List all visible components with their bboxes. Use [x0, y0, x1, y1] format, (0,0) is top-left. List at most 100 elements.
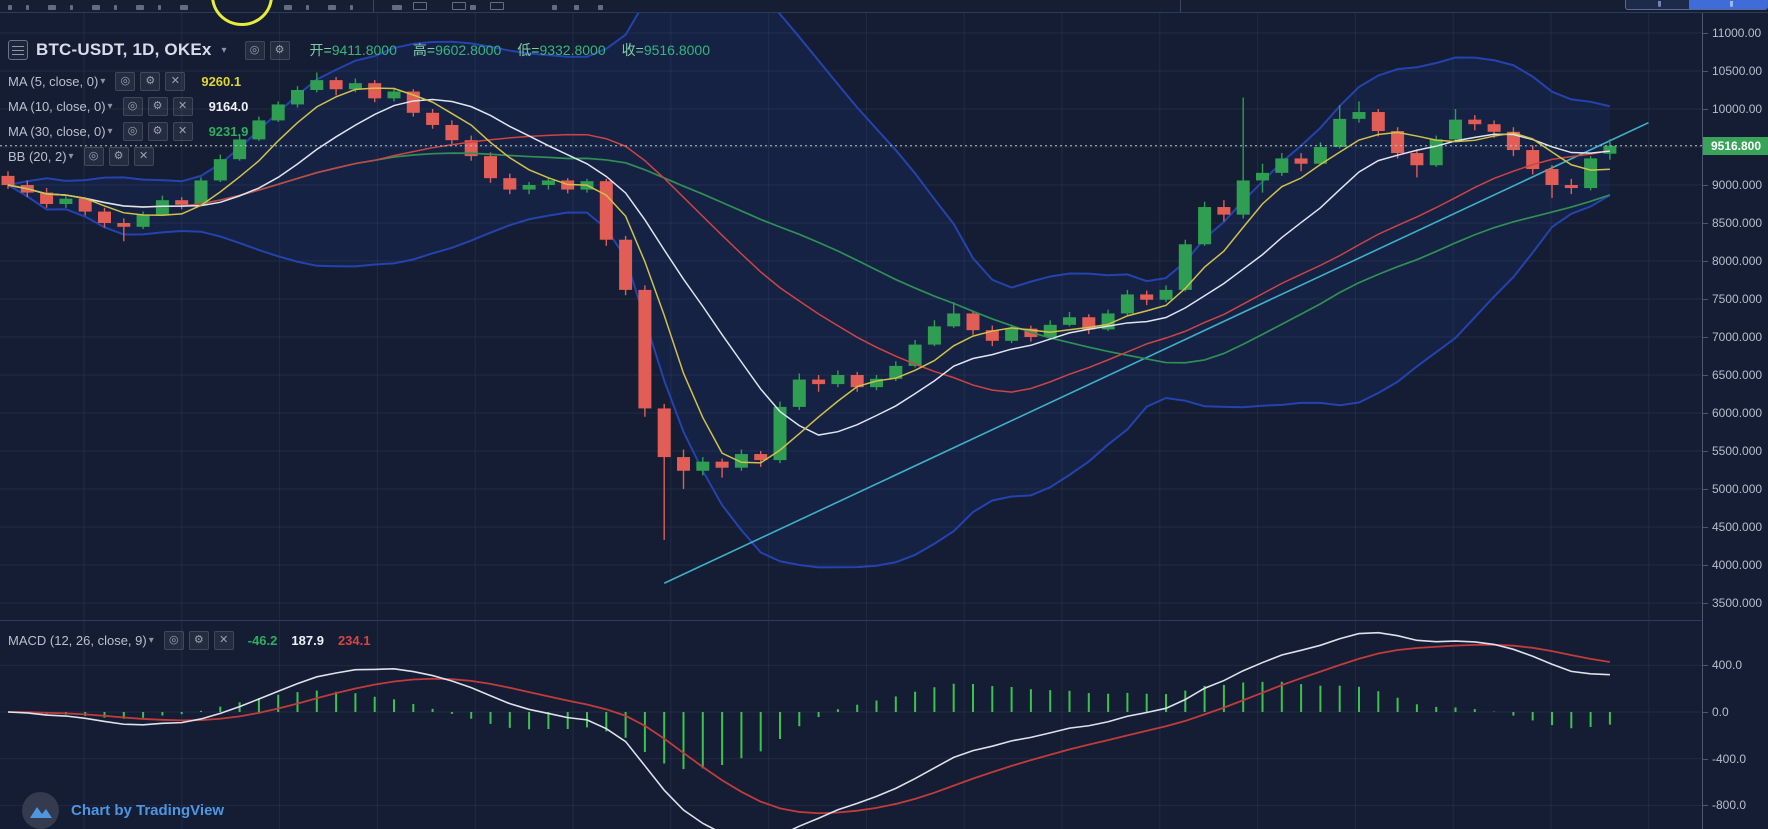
indicator-name[interactable]: BB (20, 2) [8, 149, 67, 164]
eye-icon[interactable]: ◎ [122, 97, 143, 116]
indicator-row-ma5: MA (5, close, 0) ▾ ◎ ⚙ ✕ 9260.1 [8, 72, 241, 91]
chart-menu-icon[interactable] [8, 40, 28, 60]
indicator-name[interactable]: MA (10, close, 0) [8, 99, 106, 114]
indicator-value: 9260.1 [201, 74, 242, 89]
price-axis-label: 9000.000 [1702, 178, 1763, 192]
indicator-name[interactable]: MACD (12, 26, close, 9) [8, 633, 147, 648]
gear-icon[interactable]: ⚙ [269, 40, 290, 60]
macd-pane [7, 631, 1611, 829]
attribution-link[interactable]: Chart by TradingView [71, 802, 225, 819]
toolbar-button-fragment[interactable] [392, 5, 402, 10]
price-axis-label: 7500.000 [1702, 292, 1763, 306]
chevron-down-icon[interactable]: ▾ [107, 126, 113, 137]
gear-icon[interactable]: ⚙ [140, 72, 161, 91]
toolbar-button-fragment[interactable] [8, 5, 12, 10]
ma10-line [7, 98, 1610, 436]
price-axis-label: 5000.000 [1702, 482, 1763, 496]
price-axis-label: 4500.000 [1702, 520, 1763, 534]
price-axis-label: 3500.000 [1702, 596, 1763, 610]
eye-icon[interactable]: ◎ [163, 631, 184, 650]
partial-button-group[interactable] [1625, 0, 1768, 10]
button-glyph-fragment [1730, 1, 1733, 7]
close-icon[interactable]: ✕ [165, 72, 186, 91]
toolbar-button-fragment[interactable] [598, 5, 603, 10]
toolbar-button-fragment[interactable] [470, 5, 476, 10]
toolbar-button-fragment[interactable] [574, 5, 579, 10]
chevron-down-icon[interactable]: ▾ [221, 44, 227, 56]
gear-icon[interactable]: ⚙ [188, 631, 209, 650]
button-glyph-fragment [1658, 1, 1661, 7]
gear-icon[interactable]: ⚙ [147, 97, 168, 116]
price-axis-label: 6000.000 [1702, 406, 1763, 420]
pane-separator[interactable] [0, 620, 1702, 621]
macd-line [7, 631, 1610, 829]
chevron-down-icon[interactable]: ▾ [100, 76, 106, 87]
macd-signal-line [7, 643, 1611, 815]
toolbar-button-fragment[interactable] [48, 5, 56, 10]
price-axis[interactable]: 9516.800 11000.00 10500.00 10000.00 9000.00… [1702, 12, 1768, 829]
toolbar-button-fragment[interactable] [70, 5, 73, 10]
indicator-value: 9231.9 [208, 124, 249, 139]
toolbar-button-fragment[interactable] [158, 5, 161, 10]
eye-icon[interactable]: ◎ [83, 147, 104, 166]
close-icon[interactable]: ✕ [172, 122, 193, 141]
price-pane [0, 12, 1702, 584]
price-axis-label: 5500.000 [1702, 444, 1763, 458]
gear-icon[interactable]: ⚙ [147, 122, 168, 141]
toolbar-icon-fragment[interactable] [413, 2, 427, 10]
toolbar-button-fragment[interactable] [350, 5, 353, 10]
price-axis-label: 10500.00 [1702, 64, 1763, 78]
toolbar-button-fragment[interactable] [92, 5, 100, 10]
toolbar-button-fragment[interactable] [114, 5, 117, 10]
bb-basis-line [7, 133, 1611, 393]
gear-icon[interactable]: ⚙ [108, 147, 129, 166]
toolbar-button-fragment[interactable] [306, 5, 309, 10]
indicator-name[interactable]: MA (30, close, 0) [8, 124, 106, 139]
toolbar-button-fragment[interactable] [180, 5, 188, 10]
price-axis-label: 4000.000 [1702, 558, 1763, 572]
bb-lower-line [7, 184, 1611, 569]
attribution: Chart by TradingView [22, 792, 224, 829]
close-icon[interactable]: ✕ [213, 631, 234, 650]
selected-range-button[interactable] [1689, 0, 1767, 9]
eye-icon[interactable]: ◎ [122, 122, 143, 141]
indicator-row-ma10: MA (10, close, 0) ▾ ◎ ⚙ ✕ 9164.0 [8, 97, 248, 116]
toolbar-separator [373, 0, 374, 12]
close-icon[interactable]: ✕ [172, 97, 193, 116]
toolbar-icon-fragment[interactable] [490, 2, 504, 10]
price-chart[interactable] [0, 0, 1702, 829]
price-axis-label: 7000.000 [1702, 330, 1763, 344]
bb-fill [8, 12, 1610, 568]
price-axis-label: 8500.000 [1702, 216, 1763, 230]
tradingview-logo-icon[interactable] [22, 792, 59, 829]
chevron-down-icon[interactable]: ▾ [68, 151, 74, 162]
symbol-title[interactable]: BTC-USDT, 1D, OKEx [36, 40, 212, 59]
toolbar-button-fragment[interactable] [328, 5, 336, 10]
top-toolbar[interactable] [0, 0, 1768, 26]
macd-axis-label: -400.0 [1702, 751, 1747, 766]
eye-icon[interactable]: ◎ [244, 40, 265, 60]
indicator-row-bb: BB (20, 2) ▾ ◎ ⚙ ✕ [8, 147, 154, 166]
last-price-tag: 9516.800 [1703, 136, 1768, 155]
ohlc-readout: 开=9411.8000 高=9602.8000 低=9332.8000 收=95… [309, 42, 710, 58]
ma5-line [7, 87, 1610, 464]
chevron-down-icon[interactable]: ▾ [148, 635, 154, 646]
grid-layer [0, 12, 1702, 829]
macd-readout: -46.2 187.9 234.1 [247, 633, 371, 648]
toolbar-button-fragment[interactable] [26, 5, 29, 10]
toolbar-icon-fragment[interactable] [452, 2, 466, 10]
macd-histogram [26, 681, 1611, 770]
symbol-legend: BTC-USDT, 1D, OKEx ▾ ◎ ⚙ 开=9411.8000 高=9… [8, 40, 710, 60]
price-axis-label: 8000.000 [1702, 254, 1763, 268]
chevron-down-icon[interactable]: ▾ [107, 101, 113, 112]
indicator-row-macd: MACD (12, 26, close, 9) ▾ ◎ ⚙ ✕ -46.2 18… [8, 631, 370, 650]
toolbar-button-fragment[interactable] [136, 5, 144, 10]
price-axis-label: 10000.00 [1702, 102, 1763, 116]
toolbar-button-fragment[interactable] [552, 5, 557, 10]
indicator-name[interactable]: MA (5, close, 0) [8, 74, 99, 89]
macd-axis-label: 0.0 [1703, 705, 1729, 719]
toolbar-button-fragment[interactable] [284, 5, 292, 10]
close-icon[interactable]: ✕ [133, 147, 154, 166]
eye-icon[interactable]: ◎ [115, 72, 136, 91]
